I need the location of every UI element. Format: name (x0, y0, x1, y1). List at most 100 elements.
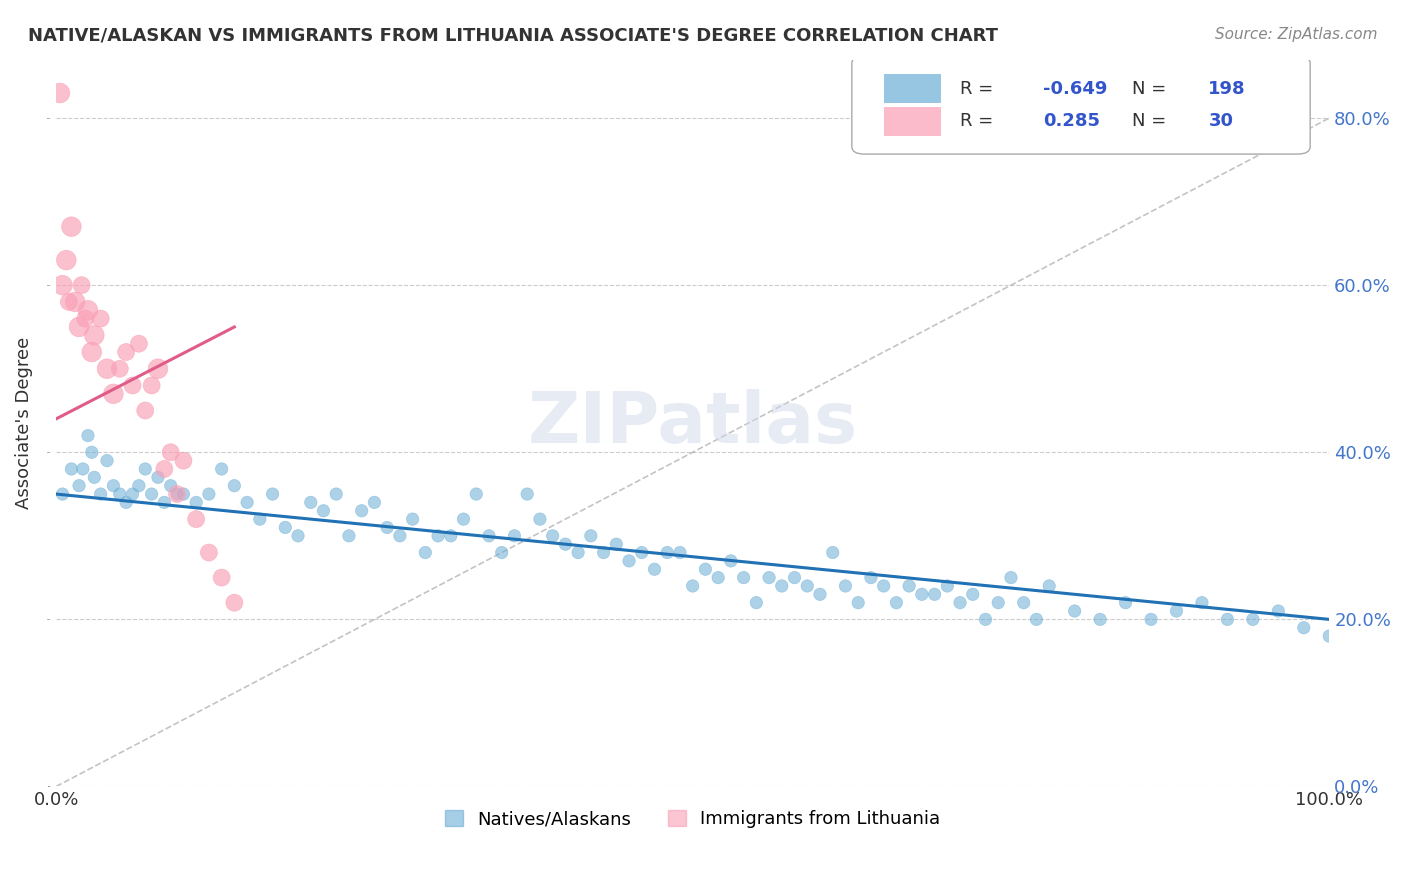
Point (1038, 579, 1060, 593)
Point (579, 529, 602, 543)
Point (886, 596, 908, 610)
Point (51, 278, 73, 293)
Point (77, 303, 100, 318)
Point (567, 545, 589, 559)
Point (1115, 596, 1137, 610)
Text: NATIVE/ALASKAN VS IMMIGRANTS FROM LITHUANIA ASSOCIATE'S DEGREE CORRELATION CHART: NATIVE/ALASKAN VS IMMIGRANTS FROM LITHUA… (28, 27, 998, 45)
Point (236, 495, 259, 509)
Point (153, 495, 176, 509)
Point (90, 487, 112, 501)
Point (796, 579, 818, 593)
Point (758, 571, 780, 585)
Point (1025, 612, 1047, 626)
Text: -0.649: -0.649 (1043, 79, 1107, 98)
Point (657, 545, 679, 559)
Point (388, 529, 411, 543)
Point (834, 579, 856, 593)
Point (128, 479, 150, 493)
Point (325, 487, 347, 501)
Point (58, 294, 80, 309)
FancyBboxPatch shape (852, 56, 1310, 154)
Point (720, 554, 742, 568)
Point (808, 587, 831, 601)
Point (440, 529, 463, 543)
Point (669, 545, 692, 559)
Point (172, 453, 194, 467)
Point (783, 571, 806, 585)
Text: 198: 198 (1208, 79, 1246, 98)
Point (924, 587, 946, 601)
Point (134, 403, 156, 417)
Text: 30: 30 (1208, 112, 1233, 130)
Point (630, 545, 652, 559)
Point (949, 596, 972, 610)
Point (1088, 612, 1111, 626)
Point (96, 453, 118, 467)
Point (72, 462, 94, 476)
Point (1012, 596, 1035, 610)
Point (911, 587, 934, 601)
Text: Source: ZipAtlas.com: Source: ZipAtlas.com (1215, 27, 1378, 42)
Point (49, 86, 72, 100)
Point (1166, 604, 1188, 618)
Point (1216, 612, 1239, 626)
Point (121, 487, 143, 501)
Point (541, 529, 564, 543)
Point (108, 361, 131, 376)
Text: R =: R = (960, 79, 1000, 98)
Point (312, 504, 335, 518)
Point (363, 495, 385, 509)
Point (859, 571, 882, 585)
Point (1191, 596, 1213, 610)
Text: ZIPatlas: ZIPatlas (527, 389, 858, 458)
Point (1267, 604, 1289, 618)
Point (1292, 621, 1315, 635)
Point (159, 479, 181, 493)
Point (115, 495, 138, 509)
Point (166, 487, 188, 501)
Point (90, 311, 112, 326)
Point (67, 479, 90, 493)
Point (96, 361, 118, 376)
Point (401, 512, 423, 526)
Point (592, 545, 614, 559)
Point (299, 495, 322, 509)
Point (186, 495, 208, 509)
Point (103, 386, 125, 401)
Y-axis label: Associate's Degree: Associate's Degree (15, 337, 32, 509)
Text: N =: N = (1132, 112, 1173, 130)
Point (262, 487, 284, 501)
Point (337, 529, 360, 543)
Point (846, 596, 869, 610)
Point (108, 487, 131, 501)
Point (77, 428, 100, 442)
Point (427, 529, 450, 543)
Point (503, 529, 526, 543)
Point (128, 336, 150, 351)
Point (453, 512, 475, 526)
Point (478, 529, 501, 543)
Point (375, 520, 398, 534)
Point (115, 345, 138, 359)
Point (1140, 612, 1163, 626)
Point (146, 470, 169, 484)
Point (821, 545, 844, 559)
Point (554, 537, 576, 551)
Point (65, 294, 87, 309)
Point (274, 520, 297, 534)
Point (733, 571, 755, 585)
Point (1241, 612, 1264, 626)
Legend: Natives/Alaskans, Immigrants from Lithuania: Natives/Alaskans, Immigrants from Lithua… (437, 803, 948, 836)
Point (987, 596, 1010, 610)
Point (146, 361, 169, 376)
Point (60, 462, 83, 476)
Point (83, 470, 105, 484)
Point (770, 579, 793, 593)
Point (211, 571, 233, 585)
Point (70, 278, 93, 293)
Point (605, 537, 627, 551)
FancyBboxPatch shape (883, 74, 941, 103)
Point (695, 562, 717, 576)
Point (974, 612, 997, 626)
Point (80, 445, 103, 459)
